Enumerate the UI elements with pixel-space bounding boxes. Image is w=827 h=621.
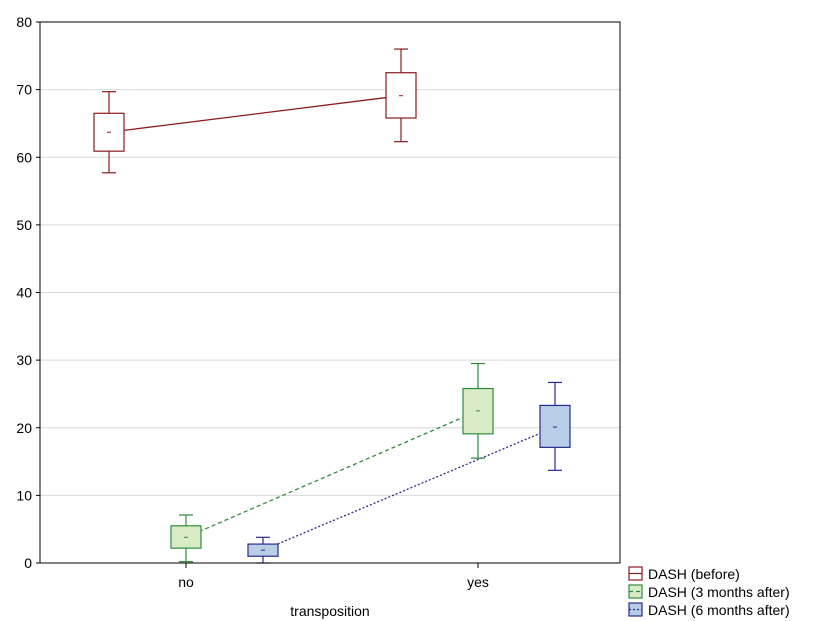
y-tick-label-50: 50 <box>16 217 32 233</box>
x-axis-title: transposition <box>290 603 369 619</box>
y-axis-ticks: 0 10 20 30 40 50 60 70 80 <box>16 14 40 571</box>
legend: DASH (before) DASH (3 months after) DASH (… <box>628 566 790 618</box>
y-tick-label-40: 40 <box>16 285 32 301</box>
box-series-0-no <box>93 91 125 174</box>
gridlines <box>40 89 620 496</box>
y-tick-label-70: 70 <box>16 82 32 98</box>
box-iqr <box>539 404 571 448</box>
x-axis-ticks: no yes <box>178 563 489 590</box>
x-tick-label-no: no <box>178 574 194 590</box>
box-series-2-no <box>247 536 279 564</box>
mean-line-series-2 <box>262 426 556 551</box>
box-series-1-no <box>170 514 202 563</box>
legend-label: DASH (6 months after) <box>648 602 790 618</box>
legend-item-2: DASH (6 months after) <box>628 602 790 618</box>
y-tick-label-10: 10 <box>16 487 32 503</box>
y-tick-label-20: 20 <box>16 420 32 436</box>
boxes <box>93 48 571 564</box>
y-tick-label-60: 60 <box>16 149 32 165</box>
y-tick-label-0: 0 <box>24 555 32 571</box>
y-tick-label-80: 80 <box>16 14 32 30</box>
mean-line-series-0 <box>108 95 402 133</box>
legend-item-0: DASH (before) <box>628 566 740 582</box>
box-series-1-yes <box>462 362 494 459</box>
x-tick-label-yes: yes <box>467 574 489 590</box>
plot-frame <box>39 21 621 564</box>
box-series-0-yes <box>385 48 417 143</box>
mean-lines <box>108 95 556 551</box>
legend-label: DASH (before) <box>648 566 740 582</box>
box-series-2-yes <box>539 381 571 471</box>
y-tick-label-30: 30 <box>16 352 32 368</box>
legend-label: DASH (3 months after) <box>648 584 790 600</box>
legend-item-1: DASH (3 months after) <box>628 584 790 600</box>
